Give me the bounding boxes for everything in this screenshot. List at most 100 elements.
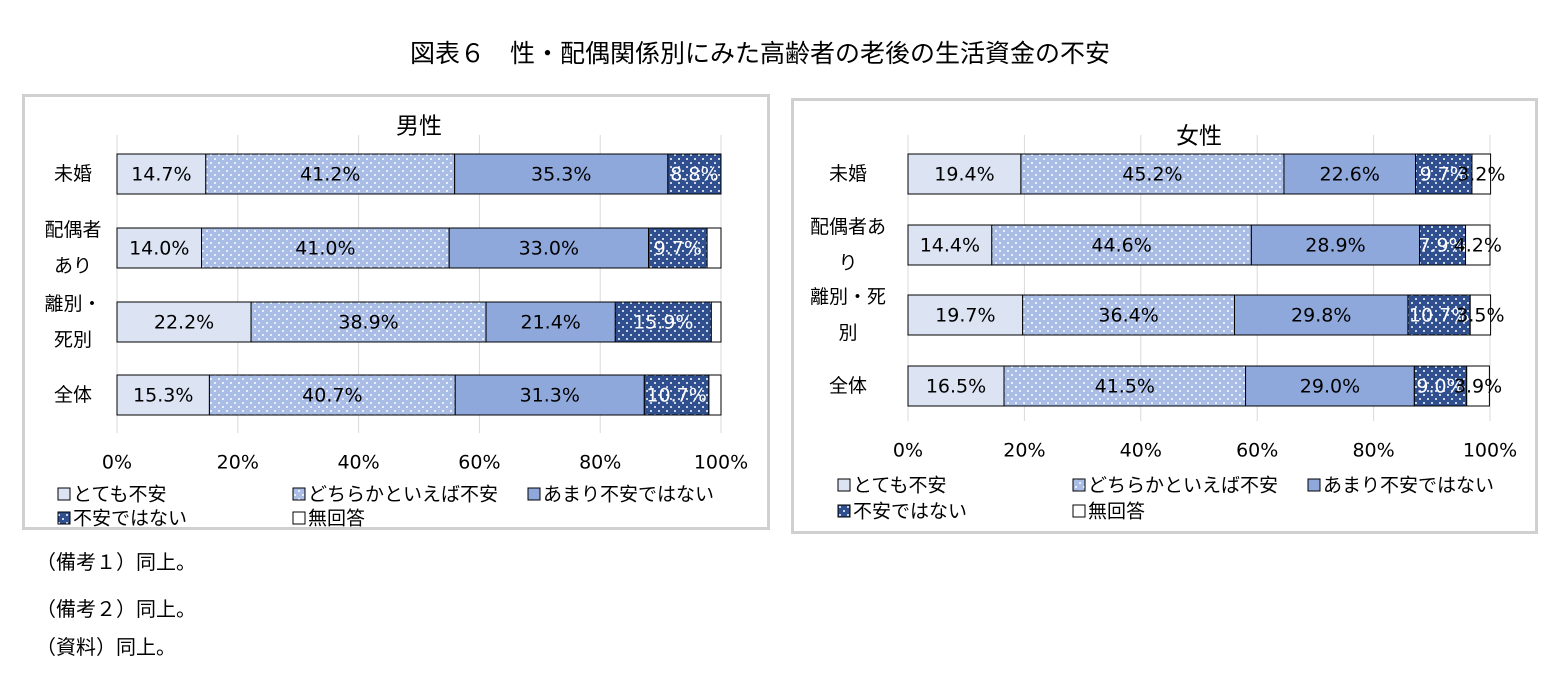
- bar-segment: [1469, 294, 1492, 336]
- bar-segment: [116, 301, 252, 343]
- legend-swatch: [527, 487, 541, 501]
- data-label: 22.6%: [1320, 164, 1380, 186]
- data-label: 8.8%: [670, 164, 718, 186]
- category-label-box: 全体: [54, 384, 92, 406]
- note: （備考２）同上。: [36, 597, 196, 621]
- y-tick-label: 配偶者あり: [809, 216, 886, 274]
- data-label: 29.0%: [1300, 376, 1360, 398]
- data-label: 41.0%: [295, 238, 355, 260]
- note: （備考１）同上。: [36, 550, 196, 574]
- data-label: 15.3%: [133, 385, 193, 407]
- chart-panel: 男性 0% 20% 40% 60% 80% 100% 未婚 14.7% 41.2% 35.3% 8.8…: [22, 94, 770, 530]
- x-tick-label: 0%: [102, 452, 132, 474]
- legend-swatch: [57, 487, 71, 501]
- bar-segment: [201, 227, 450, 269]
- x-tick-label: 0%: [893, 440, 923, 462]
- data-label: 9.0%: [1416, 376, 1464, 398]
- data-label: 4.2%: [1454, 235, 1502, 257]
- legend-label: 不安ではない: [853, 501, 967, 523]
- bar-segment: [667, 153, 722, 195]
- data-label: 36.4%: [1098, 305, 1158, 327]
- chart: 男性 0% 20% 40% 60% 80% 100% 未婚 14.7% 41.2% 35.3% 8.8…: [44, 114, 748, 528]
- note: （資料）同上。: [36, 635, 176, 659]
- bar-segment: [1022, 294, 1236, 336]
- legend-swatch: [1307, 478, 1321, 492]
- bar-segment: [708, 374, 722, 416]
- bar-segment: [1471, 153, 1492, 195]
- data-label: 10.7%: [646, 385, 706, 407]
- legend-swatch: [292, 511, 306, 525]
- legend-label: あまり不安ではない: [1323, 475, 1494, 497]
- chart: 女性 0% 20% 40% 60% 80% 100% 未婚 19.4% 45.2% 22.6% 9.7…: [809, 124, 1517, 523]
- data-label: 15.9%: [633, 312, 693, 334]
- bar-segment: [710, 301, 722, 343]
- category-label-box: 未婚: [829, 163, 867, 185]
- x-tick-label: 60%: [458, 452, 500, 474]
- data-label: 31.3%: [520, 385, 580, 407]
- y-tick-label: 配偶者あり: [44, 219, 102, 277]
- legend-swatch: [1072, 478, 1086, 492]
- category-label-box: 離別・死別: [809, 286, 886, 344]
- category-label-box: 離別・死別: [44, 293, 101, 351]
- legend-swatch: [1072, 504, 1086, 518]
- y-tick-label: 離別・死別: [809, 286, 886, 344]
- bar-segment: [991, 224, 1252, 266]
- chart-title: 女性: [1176, 124, 1222, 150]
- category-label-box: 未婚: [53, 163, 92, 185]
- legend-swatch: [837, 478, 851, 492]
- bar-segment: [485, 301, 616, 343]
- data-label: 14.4%: [920, 235, 980, 257]
- bar-segment: [1234, 294, 1409, 336]
- legend-label: とても不安: [73, 484, 166, 506]
- data-label: 14.0%: [129, 238, 189, 260]
- data-label: 41.2%: [300, 164, 360, 186]
- legend-label: 無回答: [308, 508, 365, 528]
- bar-segment: [706, 227, 722, 269]
- data-label: 44.6%: [1091, 235, 1151, 257]
- x-tick-label: 100%: [694, 452, 748, 474]
- y-tick-label: 全体: [828, 375, 867, 397]
- bar-segment: [907, 224, 993, 266]
- data-label: 41.5%: [1095, 376, 1155, 398]
- data-label: 22.2%: [154, 312, 214, 334]
- data-label: 9.7%: [654, 238, 702, 260]
- bar-segment: [1465, 224, 1491, 266]
- bar-segment: [907, 365, 1005, 407]
- x-tick-label: 80%: [1352, 440, 1394, 462]
- legend-swatch: [837, 504, 851, 518]
- y-tick-label: 未婚: [53, 163, 92, 185]
- data-label: 3.2%: [1457, 164, 1505, 186]
- x-tick-label: 80%: [579, 452, 621, 474]
- data-label: 9.7%: [1420, 164, 1468, 186]
- bar-segment: [1250, 224, 1421, 266]
- legend-swatch: [57, 511, 71, 525]
- data-label: 38.9%: [338, 312, 398, 334]
- data-label: 40.7%: [302, 385, 362, 407]
- bar-segment: [907, 153, 1022, 195]
- chart-title: 男性: [396, 114, 442, 140]
- data-label: 10.7%: [1409, 305, 1469, 327]
- chart-panel: 女性 0% 20% 40% 60% 80% 100% 未婚 19.4% 45.2% 22.6% 9.7…: [791, 98, 1538, 534]
- x-tick-label: 100%: [1463, 440, 1517, 462]
- data-label: 3.5%: [1456, 305, 1504, 327]
- bar-segment: [448, 227, 650, 269]
- data-label: 21.4%: [520, 312, 580, 334]
- bar-segment: [1020, 153, 1285, 195]
- category-label-box: 配偶者あり: [44, 219, 102, 277]
- page-title: 図表６ 性・配偶関係別にみた高齢者の老後の生活資金の不安: [409, 39, 1110, 68]
- data-label: 29.8%: [1291, 305, 1351, 327]
- bar-segment: [1415, 153, 1473, 195]
- x-tick-label: 20%: [1003, 440, 1045, 462]
- x-tick-label: 60%: [1236, 440, 1278, 462]
- data-label: 19.4%: [934, 164, 994, 186]
- data-label: 35.3%: [531, 164, 591, 186]
- legend-label: どちらかといえば不安: [308, 484, 498, 506]
- bar-segment: [614, 301, 712, 343]
- legend-label: とても不安: [853, 475, 946, 497]
- data-label: 14.7%: [131, 164, 191, 186]
- data-label: 16.5%: [926, 376, 986, 398]
- data-label: 7.9%: [1418, 235, 1466, 257]
- bar-segment: [1419, 224, 1467, 266]
- data-label: 19.7%: [935, 305, 995, 327]
